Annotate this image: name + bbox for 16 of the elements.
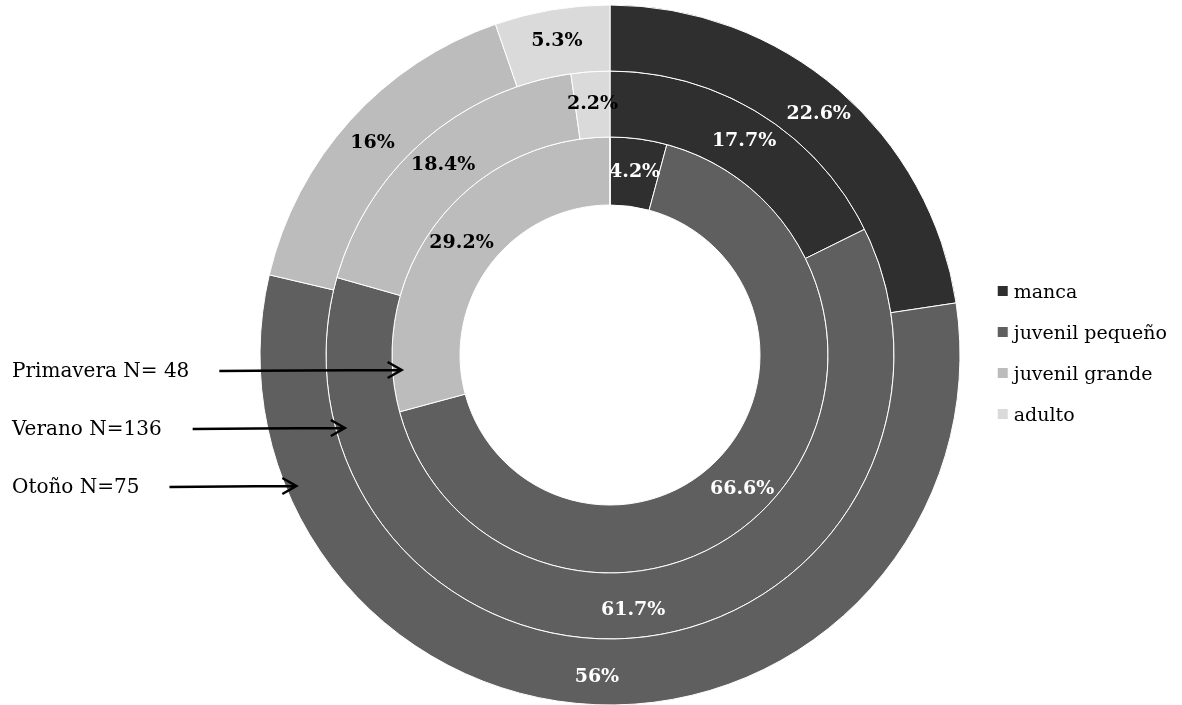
data-label: 22.6%	[786, 101, 851, 124]
data-label: 66.6%	[710, 476, 775, 499]
legend-label: adulto	[1013, 403, 1075, 425]
legend-label: manca	[1013, 280, 1078, 302]
legend-label: juvenil grande	[1011, 362, 1153, 384]
data-label: 5.3%	[531, 28, 583, 51]
data-label: 18.4%	[411, 152, 476, 175]
data-label: 56%	[574, 663, 620, 686]
text: Primavera N= 48	[12, 358, 190, 382]
legend-label: juvenil pequeño	[1011, 321, 1167, 343]
data-label: 16%	[350, 129, 395, 152]
text: Otoño N=75	[12, 474, 140, 498]
text: Verano N=136	[11, 416, 162, 440]
data-label: 17.7%	[711, 128, 777, 151]
data-label: 61.7%	[600, 596, 666, 619]
data-label: 29.2%	[429, 230, 494, 253]
